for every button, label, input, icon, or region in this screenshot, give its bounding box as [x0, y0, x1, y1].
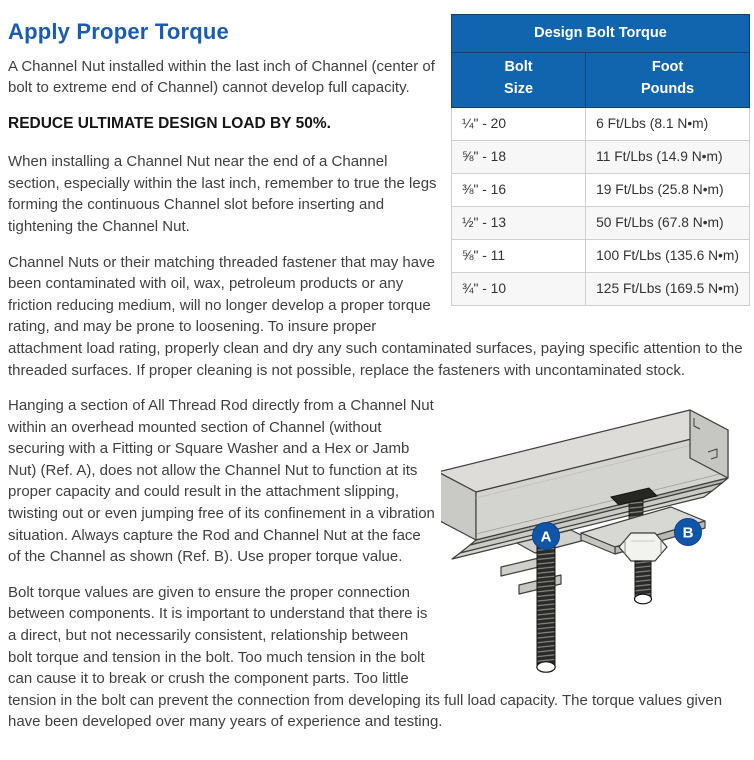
strut-channel — [441, 409, 729, 595]
foot-pounds-cell: 125 Ft/Lbs (169.5 N•m) — [585, 271, 750, 306]
bolt-size-cell: ¾" - 10 — [450, 271, 587, 306]
bolt-size-cell: ⅝" - 18 — [450, 140, 587, 175]
threaded-rod-b — [634, 560, 652, 600]
table-row: ¾" - 10 125 Ft/Lbs (169.5 N•m) — [450, 271, 750, 306]
paragraph-install: When installing a Channel Nut near the e… — [8, 153, 437, 235]
table-row: ¼" - 20 6 Ft/Lbs (8.1 N•m) — [450, 107, 750, 142]
end-lip-notch — [693, 418, 701, 430]
label-b-text: B — [683, 525, 694, 542]
table-row: ½" - 13 50 Ft/Lbs (67.8 N•m) — [450, 205, 750, 240]
channel-illustration: A B — [441, 409, 729, 673]
paragraph-hanging: Hanging a section of All Thread Rod dire… — [8, 397, 435, 566]
foot-pounds-cell: 19 Ft/Lbs (25.8 N•m) — [585, 173, 750, 207]
design-bolt-torque-table: Design Bolt Torque Bolt Size Foot Pounds… — [450, 14, 750, 306]
table-row: ⅝" - 18 11 Ft/Lbs (14.9 N•m) — [450, 140, 750, 175]
warning-text: REDUCE ULTIMATE DESIGN LOAD BY 50%. — [8, 114, 331, 132]
bolt-size-cell: ⅜" - 16 — [450, 173, 587, 207]
channel-end-face — [689, 409, 729, 479]
foot-pounds-cell: 50 Ft/Lbs (67.8 N•m) — [585, 205, 750, 240]
bolt-size-cell: ⅝" - 11 — [450, 238, 587, 273]
column-header-bolt-size: Bolt Size — [450, 51, 587, 109]
rod-b-end — [633, 593, 653, 605]
rod-a-end — [536, 661, 556, 673]
page-title: Apply Proper Torque — [8, 19, 229, 44]
foot-pounds-cell: 11 Ft/Lbs (14.9 N•m) — [585, 140, 750, 175]
label-a-text: A — [541, 529, 552, 546]
threaded-rod-a — [536, 540, 556, 668]
label-a-badge: A — [532, 522, 560, 551]
channel-back-lip — [451, 490, 713, 560]
paragraph-contamination: Channel Nuts or their matching threaded … — [8, 253, 743, 379]
table-row: ⅜" - 16 19 Ft/Lbs (25.8 N•m) — [450, 173, 750, 207]
column-header-foot-pounds: Foot Pounds — [585, 51, 750, 109]
bolt-size-cell: ½" - 13 — [450, 205, 587, 240]
table-title: Design Bolt Torque — [451, 14, 750, 53]
label-b-badge: B — [674, 518, 702, 547]
end-lip-notch — [707, 448, 718, 460]
bolt-size-cell: ¼" - 20 — [450, 107, 587, 142]
hex-nut — [618, 532, 668, 562]
document-page: Design Bolt Torque Bolt Size Foot Pounds… — [8, 14, 750, 731]
paragraph-intro: A Channel Nut installed within the last … — [8, 57, 435, 97]
channel-nut-b — [610, 487, 658, 506]
channel-figure: A B — [441, 395, 750, 683]
table-row: ⅝" - 11 100 Ft/Lbs (135.6 N•m) — [450, 238, 750, 273]
foot-pounds-cell: 6 Ft/Lbs (8.1 N•m) — [585, 107, 750, 142]
foot-pounds-cell: 100 Ft/Lbs (135.6 N•m) — [585, 238, 750, 273]
paragraph-torque: Bolt torque values are given to ensure t… — [8, 583, 723, 731]
